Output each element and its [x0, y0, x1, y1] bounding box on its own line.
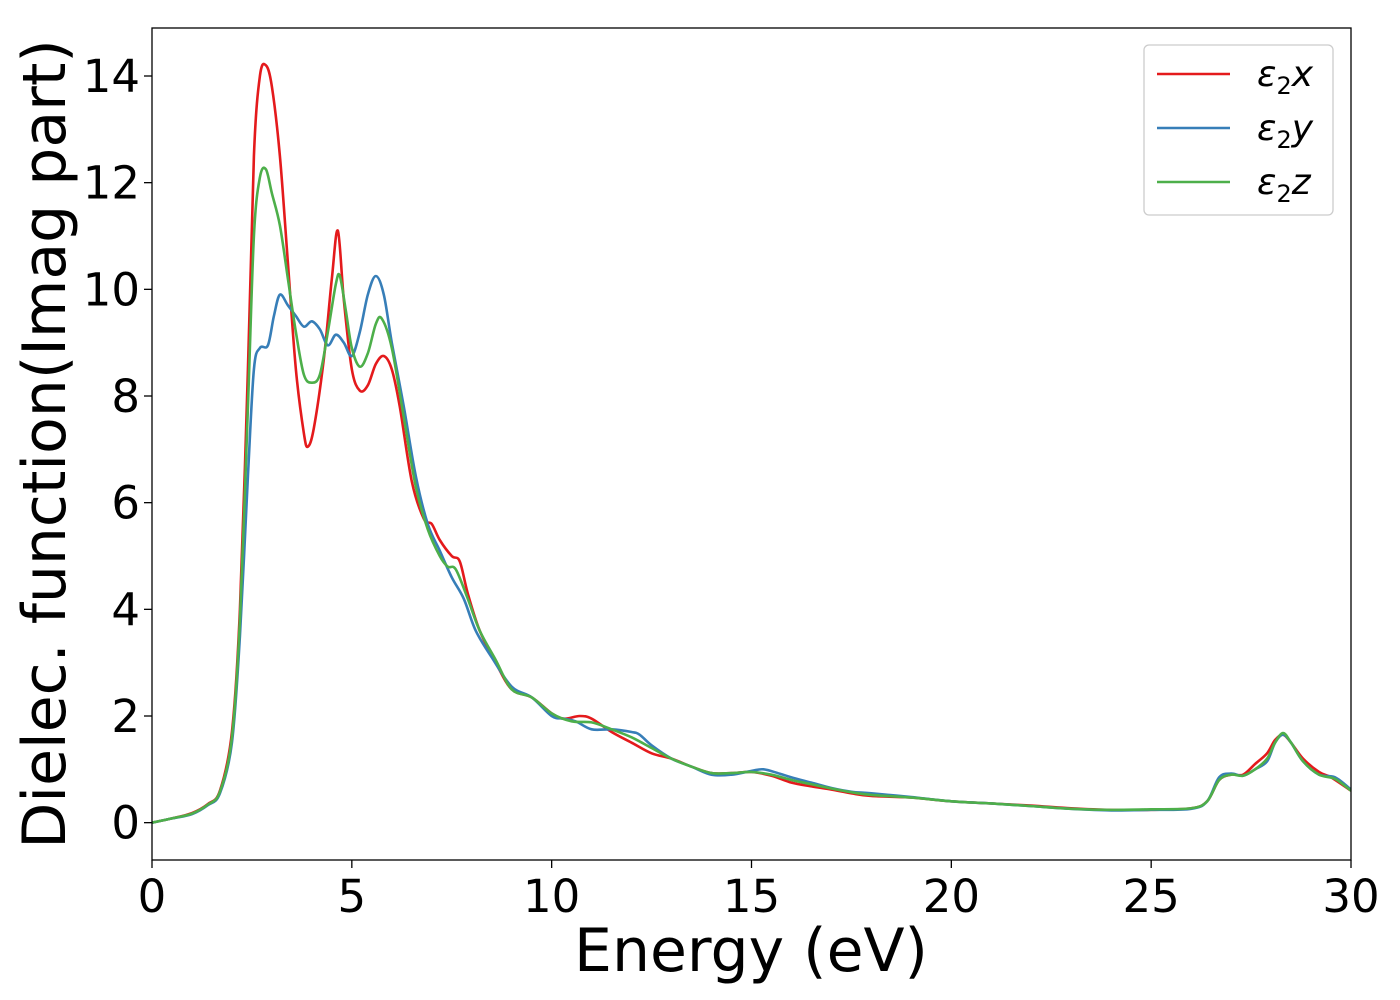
- y-tick-label: 12: [83, 157, 140, 210]
- y-tick-label: 2: [111, 690, 140, 743]
- series-line-3: [152, 166, 1351, 824]
- series-line-2: [152, 274, 1351, 824]
- series-layer: [152, 62, 1351, 824]
- legend-items: ε2x ε2y ε2z: [1157, 54, 1314, 208]
- x-tick-label: 25: [1123, 870, 1180, 923]
- legend-label-1: ε2x: [1257, 54, 1314, 100]
- y-tick-label: 4: [111, 583, 140, 636]
- legend: ε2x ε2y ε2z: [1143, 44, 1334, 216]
- x-axis-label: Energy (eV): [574, 916, 928, 986]
- x-tick-label: 20: [923, 870, 980, 923]
- y-axis-ticks: 0 2 4 6 8 10 12 14: [83, 50, 152, 850]
- y-tick-label: 14: [83, 50, 140, 103]
- y-tick-label: 8: [111, 370, 140, 423]
- legend-label-3: ε2z: [1257, 162, 1312, 208]
- legend-box: [1143, 44, 1334, 216]
- x-tick-label: 10: [523, 870, 580, 923]
- x-axis-ticks: 0 5 10 15 20 25 30: [138, 860, 1380, 923]
- x-tick-label: 0: [138, 870, 167, 923]
- x-tick-label: 5: [338, 870, 367, 923]
- y-tick-label: 10: [83, 263, 140, 316]
- y-axis-label: Dielec. function(Imag part): [10, 39, 80, 849]
- legend-label-2: ε2y: [1257, 108, 1314, 154]
- x-tick-label: 15: [723, 870, 780, 923]
- x-tick-label: 30: [1322, 870, 1379, 923]
- y-tick-label: 0: [111, 797, 140, 850]
- y-tick-label: 6: [111, 477, 140, 530]
